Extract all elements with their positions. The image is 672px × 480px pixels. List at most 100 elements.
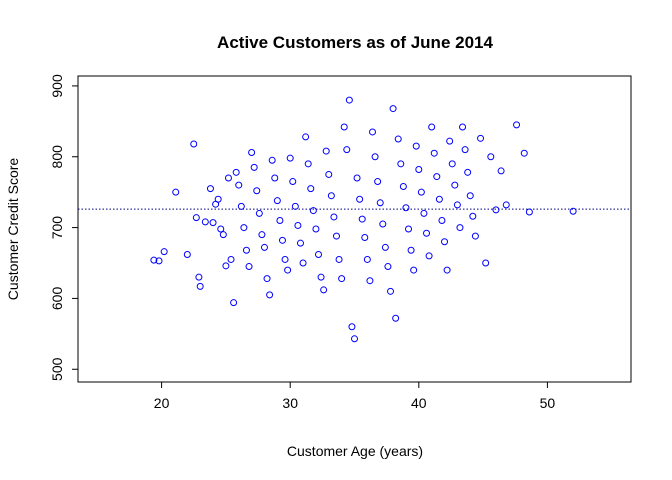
data-point [379, 220, 387, 228]
data-point [245, 263, 253, 271]
data-point [330, 213, 338, 221]
data-point [320, 286, 328, 294]
x-axis: 20 30 40 50 [154, 381, 555, 411]
y-tick-label: 700 [49, 216, 65, 240]
y-axis: 500 600 700 800 900 [49, 74, 79, 381]
chart-title: Active Customers as of June 2014 [217, 33, 493, 52]
data-point [304, 160, 312, 168]
x-tick-label: 30 [282, 395, 298, 411]
data-point [294, 221, 302, 229]
data-point [250, 163, 258, 171]
y-axis-label: Customer Credit Score [5, 158, 21, 301]
data-point [374, 178, 382, 186]
data-point [351, 335, 358, 343]
data-point [469, 212, 477, 220]
data-point [322, 147, 330, 155]
data-point [348, 323, 356, 331]
y-tick-label: 500 [49, 357, 65, 381]
data-point [242, 246, 250, 254]
data-point [314, 251, 322, 258]
data-point [286, 154, 294, 162]
data-point [278, 236, 286, 244]
data-point [471, 232, 479, 240]
data-point [271, 174, 279, 182]
data-point [415, 166, 423, 173]
data-point [209, 219, 217, 227]
y-tick-label: 600 [49, 287, 65, 311]
data-point [407, 246, 415, 254]
data-point [356, 195, 364, 203]
data-point [399, 183, 407, 190]
data-point [281, 255, 289, 263]
x-tick-label: 40 [411, 395, 427, 411]
data-point [461, 146, 469, 154]
y-tick-label: 900 [49, 74, 65, 98]
data-point [195, 273, 203, 281]
data-point [232, 168, 240, 176]
data-point [420, 209, 428, 217]
data-point [441, 238, 449, 246]
data-point [343, 146, 351, 154]
data-point [214, 195, 222, 203]
data-point [291, 202, 299, 210]
data-point [525, 208, 533, 216]
data-point [376, 199, 384, 207]
data-point [263, 275, 271, 283]
data-point [190, 140, 198, 148]
data-point [237, 202, 245, 210]
x-axis-label: Customer Age (years) [287, 443, 423, 459]
data-point [443, 266, 451, 274]
data-point [307, 185, 315, 193]
data-point [255, 209, 263, 217]
data-point [309, 207, 317, 215]
data-point [456, 224, 464, 232]
data-point [332, 232, 340, 240]
data-point [345, 96, 353, 104]
data-point [312, 225, 320, 233]
data-point [266, 291, 274, 299]
data-point [240, 224, 248, 232]
data-point [423, 229, 431, 237]
data-point [302, 133, 310, 141]
data-point [412, 142, 420, 150]
data-point [258, 231, 266, 239]
data-point [155, 257, 163, 265]
data-point [394, 135, 402, 143]
data-points [150, 96, 577, 343]
data-point [520, 149, 528, 157]
data-point [502, 201, 510, 209]
data-point [192, 214, 200, 222]
data-point [317, 273, 325, 281]
data-point [273, 197, 281, 205]
data-point [353, 174, 361, 182]
x-tick-label: 20 [154, 395, 170, 411]
data-point [196, 282, 204, 290]
data-point [451, 181, 459, 189]
data-point [361, 234, 369, 241]
data-point [405, 225, 413, 233]
data-point [363, 255, 371, 263]
data-point [335, 255, 343, 263]
data-point [435, 195, 443, 203]
data-point [464, 168, 472, 176]
data-point [248, 149, 256, 156]
data-point [513, 121, 521, 129]
data-point [160, 248, 168, 256]
data-point [410, 266, 418, 274]
data-point [384, 263, 392, 271]
data-point [289, 178, 297, 186]
data-point [477, 134, 485, 142]
data-point [206, 185, 214, 193]
data-point [284, 266, 292, 274]
data-point [402, 204, 410, 212]
data-point [235, 181, 243, 189]
data-point [369, 128, 377, 136]
data-point [428, 123, 436, 131]
data-point [338, 275, 346, 283]
data-point [381, 243, 389, 251]
data-point [224, 174, 232, 182]
data-point [150, 256, 158, 264]
data-point [340, 123, 348, 131]
data-point [389, 105, 397, 113]
